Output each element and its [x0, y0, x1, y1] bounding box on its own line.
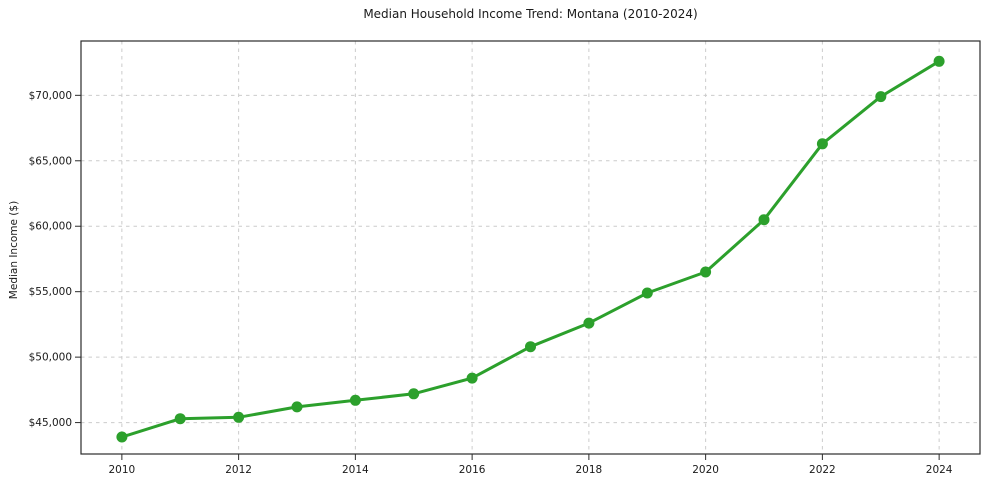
- x-tick-label: 2018: [576, 464, 603, 476]
- chart-title: Median Household Income Trend: Montana (…: [363, 7, 698, 21]
- y-tick-label: $55,000: [29, 286, 72, 298]
- x-tick-label: 2016: [459, 464, 486, 476]
- data-point-2012: [233, 411, 245, 423]
- y-tick-label: $70,000: [29, 90, 72, 102]
- x-tick-label: 2010: [108, 464, 135, 476]
- data-point-2021: [758, 214, 770, 226]
- data-point-2020: [700, 266, 712, 278]
- x-tick-label: 2020: [692, 464, 719, 476]
- y-tick-label: $60,000: [29, 221, 72, 233]
- data-point-2013: [291, 401, 303, 413]
- data-point-2016: [466, 372, 478, 384]
- data-point-2011: [174, 413, 186, 425]
- data-point-2023: [875, 91, 887, 103]
- y-tick-label: $50,000: [29, 352, 72, 364]
- x-tick-label: 2024: [926, 464, 953, 476]
- x-tick-label: 2022: [809, 464, 836, 476]
- x-tick-label: 2014: [342, 464, 369, 476]
- data-point-2015: [408, 388, 420, 400]
- data-point-2014: [349, 394, 361, 406]
- data-point-2019: [641, 287, 653, 299]
- y-tick-label: $45,000: [29, 417, 72, 429]
- x-tick-label: 2012: [225, 464, 252, 476]
- data-point-2017: [525, 341, 536, 353]
- plot-border: [80, 40, 981, 455]
- y-tick-label: $65,000: [29, 155, 72, 167]
- data-point-2024: [933, 55, 945, 67]
- income-trend-line: [120, 59, 941, 439]
- data-point-2010: [116, 431, 128, 443]
- data-point-2022: [816, 138, 828, 150]
- data-point-2018: [583, 317, 595, 329]
